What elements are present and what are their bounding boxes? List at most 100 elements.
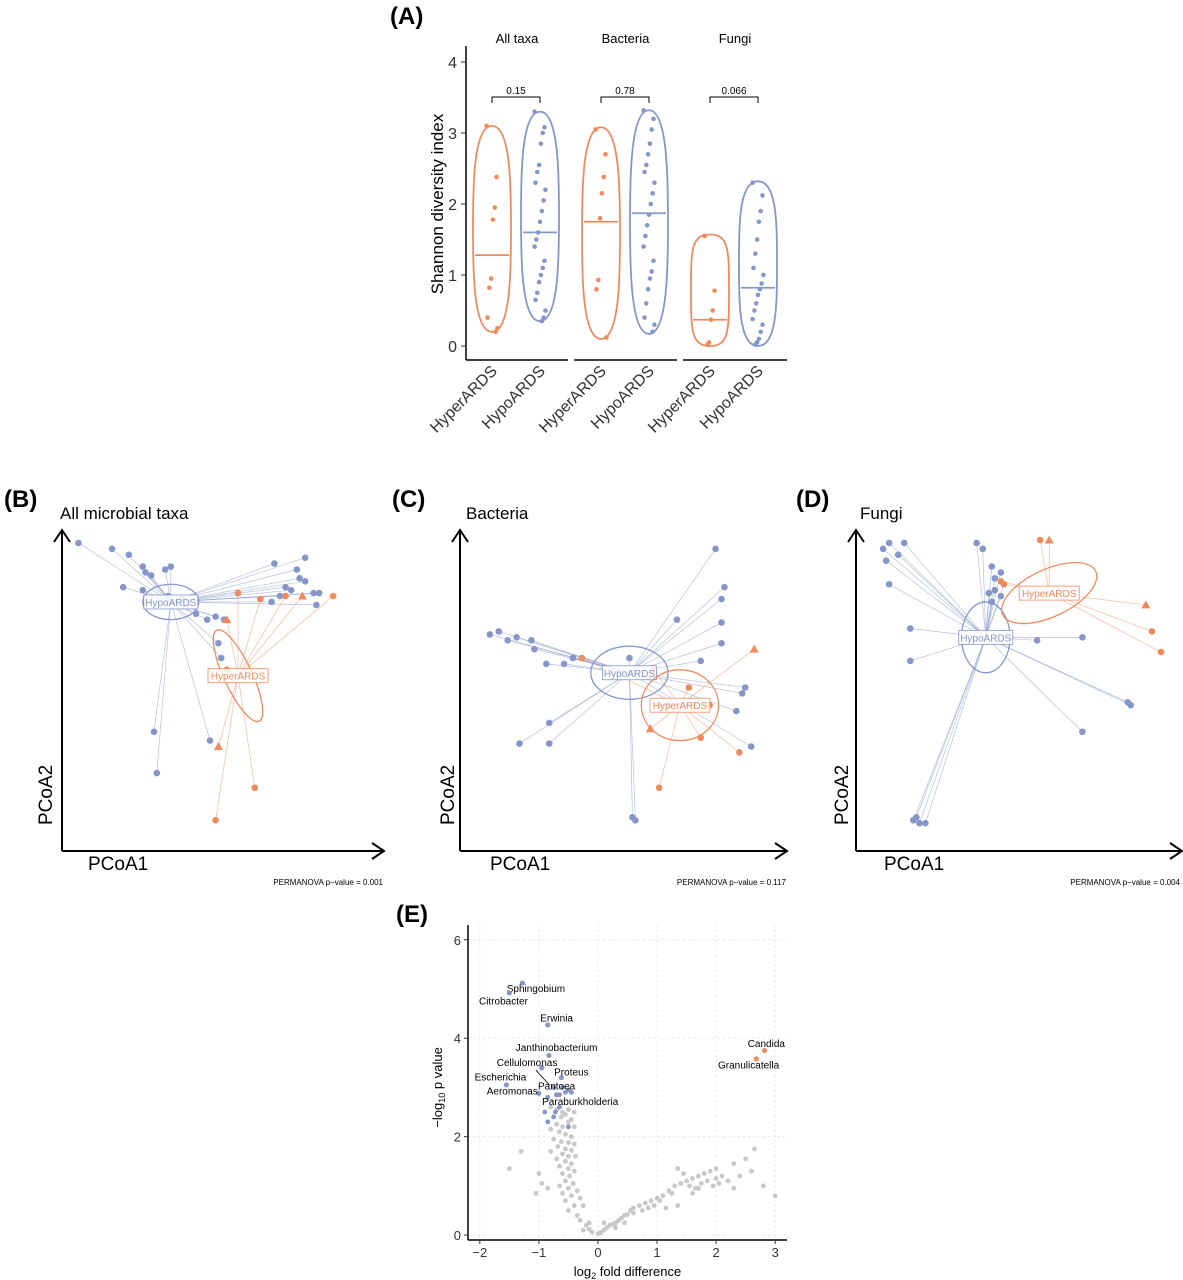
data-point (604, 335, 609, 340)
spider-line (1049, 592, 1162, 653)
taxon-label: Candida (748, 1039, 786, 1050)
taxon-label: Citrobacter (479, 996, 529, 1007)
data-point (750, 316, 755, 322)
panel-b-ylabel: PCoA2 (36, 765, 57, 825)
data-point (702, 233, 707, 239)
data-point (593, 127, 598, 132)
spider-line (658, 705, 681, 788)
sample-point (906, 625, 914, 632)
data-point (754, 237, 760, 242)
significance-bracket (491, 96, 541, 103)
spider-line (679, 704, 740, 753)
sample-point (301, 578, 309, 585)
sample-point (578, 654, 586, 662)
group-label: HypoARDS (145, 598, 196, 609)
taxon-label: Erwinia (540, 1014, 573, 1025)
x-tick-label: 3 (772, 1245, 779, 1260)
group-label: HyperARDS (211, 672, 266, 683)
data-point (597, 215, 603, 221)
pcoa2-arrowhead (53, 528, 71, 543)
data-point (542, 125, 547, 130)
taxon-point-ns (536, 1171, 542, 1176)
panel-d-title: Fungi (860, 504, 903, 523)
taxon-point-ns (566, 1166, 571, 1172)
taxon-point-ns (566, 1107, 571, 1112)
sample-point (569, 654, 577, 662)
group-label-box (649, 697, 711, 713)
taxon-point-ns (574, 1212, 580, 1218)
taxon-point-ns (548, 1104, 554, 1110)
sample-point (516, 740, 523, 747)
taxon-point-ns (690, 1190, 695, 1196)
sample-point (882, 557, 890, 564)
sample-point (721, 583, 728, 591)
sample-point (673, 616, 681, 623)
data-point (538, 141, 544, 146)
data-point (647, 276, 653, 281)
sample-point-triangle (222, 615, 232, 624)
sample-point (747, 743, 755, 750)
significance-bracket (600, 96, 650, 103)
spider-line (170, 601, 222, 659)
taxon-point-ns (713, 1176, 719, 1181)
taxon-point-ns (645, 1205, 651, 1211)
taxon-point-ns (568, 1134, 574, 1140)
sample-point (167, 563, 175, 570)
data-point (750, 180, 755, 185)
taxon-point-ns (719, 1173, 725, 1179)
data-point (760, 193, 765, 198)
taxon-label: Aeromonas (487, 1086, 538, 1097)
spider-line (170, 601, 211, 741)
spider-line (888, 583, 986, 638)
group-label: HyperARDS (1022, 589, 1077, 600)
sample-point (296, 575, 303, 582)
spider-line (237, 598, 261, 676)
spider-line (912, 637, 987, 821)
sample-point (545, 719, 553, 727)
sample-point (271, 560, 278, 567)
taxon-point-ns (571, 1124, 577, 1130)
panel-a-letter: (A) (390, 3, 423, 30)
taxon-point-ns (710, 1183, 716, 1189)
p-value-label: 0.15 (506, 86, 526, 97)
taxon-label: Pantoea (538, 1081, 576, 1092)
data-point (758, 208, 763, 214)
sample-point (906, 657, 914, 665)
taxon-point-ns (651, 1203, 657, 1208)
data-point (490, 217, 496, 222)
data-point (642, 315, 647, 320)
taxon-point-labeled (503, 1082, 509, 1088)
panel-e-xlabel-part: fold difference (596, 1264, 681, 1279)
spider-line (629, 619, 678, 673)
taxon-point-ns (580, 1227, 586, 1233)
taxon-point-ns (568, 1193, 574, 1199)
group-ellipse (640, 669, 720, 742)
sample-point (879, 545, 887, 553)
sample-point (125, 551, 133, 559)
taxon-point-ns (533, 1190, 539, 1196)
panel-c-title: Bacteria (466, 504, 529, 523)
taxon-point-ns (663, 1205, 669, 1211)
data-point (540, 265, 545, 271)
sample-point (531, 645, 538, 653)
sample-point (139, 586, 147, 594)
sample-point (139, 563, 147, 570)
data-point (541, 315, 546, 320)
sample-point (203, 616, 211, 623)
sample-point (150, 728, 158, 736)
spider-line (629, 622, 722, 674)
group-label-box (602, 665, 657, 681)
taxon-point-ns (698, 1180, 704, 1186)
data-point (493, 329, 498, 335)
panel-b-title: All microbial taxa (60, 504, 189, 523)
data-point (710, 308, 715, 313)
taxon-point-ns (675, 1203, 681, 1208)
taxon-point-ns (558, 1139, 564, 1144)
data-point (755, 292, 761, 298)
spider-line (629, 672, 633, 818)
taxon-point-ns (657, 1198, 663, 1204)
group-label-box (1018, 585, 1080, 601)
sample-point (282, 583, 289, 591)
spider-line (237, 595, 303, 676)
